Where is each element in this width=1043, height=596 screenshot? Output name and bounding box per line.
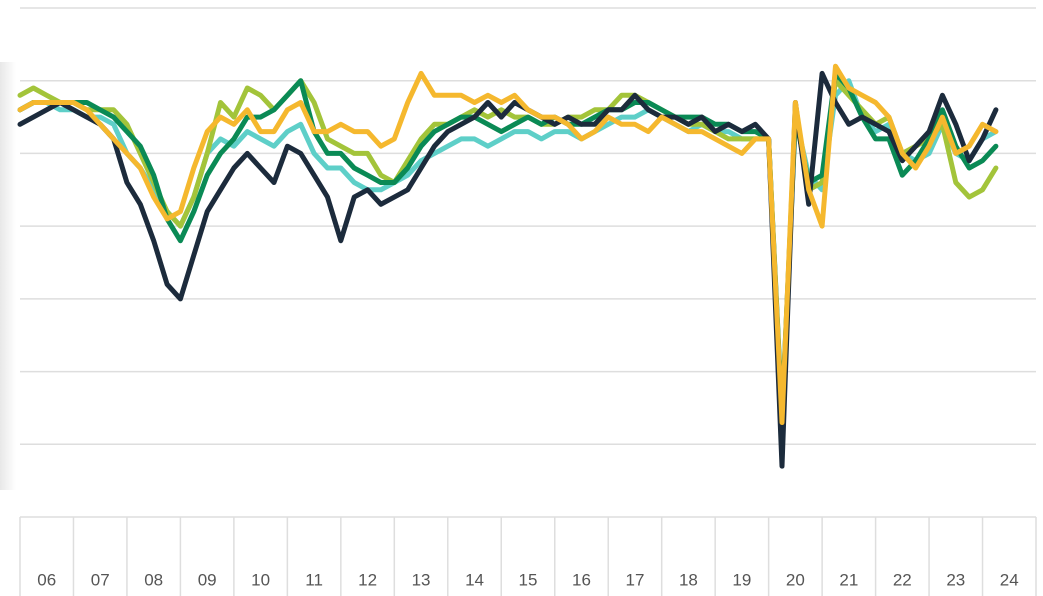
series-line bbox=[17, 78, 999, 433]
x-tick-label: 11 bbox=[305, 570, 323, 589]
x-tick-label: 23 bbox=[946, 570, 965, 589]
x-tick-label: 19 bbox=[732, 570, 751, 589]
series-line bbox=[17, 63, 999, 425]
x-tick-label: 07 bbox=[91, 570, 110, 589]
x-tick-label: 10 bbox=[251, 570, 270, 589]
side-panel-edge bbox=[0, 62, 16, 490]
x-tick-label: 14 bbox=[465, 570, 484, 589]
x-tick-label: 16 bbox=[572, 570, 591, 589]
x-tick-label: 22 bbox=[893, 570, 912, 589]
x-tick-label: 18 bbox=[679, 570, 698, 589]
x-tick-label: 21 bbox=[839, 570, 858, 589]
x-tick-label: 20 bbox=[786, 570, 805, 589]
plot bbox=[17, 63, 999, 469]
x-tick-label: 08 bbox=[144, 570, 163, 589]
x-tick-label: 15 bbox=[519, 570, 538, 589]
x-tick-label: 12 bbox=[358, 570, 377, 589]
x-tick-label: 24 bbox=[1000, 570, 1019, 589]
x-tick-label: 06 bbox=[37, 570, 56, 589]
x-tick-label: 13 bbox=[412, 570, 431, 589]
x-axis: 06 07 08 09 10 11 12 13 14 15 16 17 18 19 20 21 22 23 24 bbox=[19, 517, 1037, 596]
grid bbox=[20, 7, 1036, 518]
series-line bbox=[17, 70, 999, 469]
x-tick-label: 17 bbox=[625, 570, 644, 589]
x-tick-label: 09 bbox=[198, 570, 217, 589]
